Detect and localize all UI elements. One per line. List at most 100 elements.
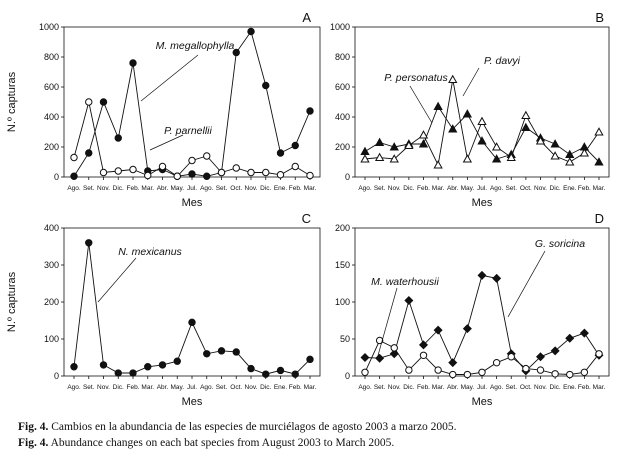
panel-c-xtick-label: Oct. (230, 384, 242, 391)
panel-b-ytick-label: 600 (335, 82, 350, 92)
panel-d-series-1-point (477, 270, 487, 280)
panel-d-xlabel: Mes (472, 396, 493, 408)
panel-d-series-1-point (389, 349, 399, 359)
panel-a-xtick-label: May. (170, 185, 184, 192)
panel-a-letter: A (302, 10, 311, 25)
panel-c-series-label: N. mexicanus (118, 246, 182, 258)
panel-d-xtick-label: May. (461, 384, 475, 391)
panel-d-series-2-point (566, 370, 574, 379)
panel-a-xtick-label: Ene. (274, 185, 288, 192)
panel-d-series-1-point (433, 325, 443, 335)
panel-b-ytick-label: 200 (335, 142, 350, 152)
panel-a-xtick-label: Abr. (157, 185, 169, 192)
panel-a-series-1-point (291, 141, 299, 150)
panel-b-xtick-label: Dic. (550, 185, 561, 192)
panel-a-series-2-point (217, 168, 226, 177)
panel-a-series-2-point (114, 167, 122, 175)
panel-c-ytick-label: 400 (44, 223, 59, 233)
panel-d-xtick-label: Ene. (563, 384, 577, 391)
panel-c-series-1-point (232, 348, 240, 356)
panel-a-xtick-label: Ago. (67, 185, 81, 192)
panel-b-series-2-point (418, 130, 429, 139)
caption-english-label: Fig. 4. (18, 437, 49, 449)
panel-b-letter: B (595, 10, 604, 25)
panel-c-ytick-label: 0 (54, 371, 59, 381)
panel-d-label-leader (507, 250, 546, 318)
panel-b-xtick-label: May. (461, 185, 475, 192)
panel-a-xtick-label: Oct. (230, 185, 242, 192)
panel-b-xtick-label: Feb. (417, 185, 430, 192)
panel-d-ytick-label: 100 (335, 297, 350, 307)
panel-d-xtick-label: Dic. (403, 384, 414, 391)
panel-d-series-2-point (478, 368, 486, 376)
panel-b-series-1-point (448, 124, 458, 133)
panel-b-series-1-point (521, 122, 531, 132)
panel-a-series-2-point (144, 171, 152, 180)
panel-a-series-2-point (247, 168, 255, 177)
panel-a-xtick-label: Mar. (141, 185, 154, 192)
panel-a-series-2-point (276, 171, 285, 179)
panel-d-xtick-label: Dic. (550, 384, 561, 391)
panel-c-series-1-point (217, 347, 226, 355)
panel-b-series-1-point (550, 139, 560, 148)
panel-b-series-1-point (374, 137, 385, 147)
panel-d-series-1-point (462, 324, 472, 334)
panel-a-series-1-point (232, 48, 240, 57)
panel-b-series-label: P. davyi (484, 55, 521, 67)
panel-c-series-1-point (99, 361, 108, 369)
panel-a-xtick-label: Nov. (245, 185, 258, 192)
panel-b-series-2-point (433, 160, 443, 169)
panel-c-xtick-label: Ene. (274, 384, 288, 391)
panel-d-xtick-label: Feb. (578, 384, 591, 391)
panel-b-xtick-label: Nov. (534, 185, 547, 192)
panel-a-series-1-point (70, 172, 78, 180)
panel-b-series-2-point (565, 157, 575, 166)
panel-c-series-1-point (276, 366, 285, 375)
panel-c-xtick-label: Nov. (97, 384, 110, 391)
panel-c-xtick-label: Dic. (260, 384, 271, 391)
panel-d-xtick-label: Mar. (432, 384, 445, 391)
panel-a-xtick-label: Feb. (289, 185, 302, 192)
panel-c-xtick-label: Nov. (245, 384, 258, 391)
panel-c-xtick-label: Dic. (113, 384, 124, 391)
panel-a-series-1-point (276, 149, 285, 157)
panel-b-series-2-point (594, 127, 604, 136)
panel-a-series-label: M. megallophylla (156, 40, 235, 52)
panel-a-series-2-line (73, 101, 311, 177)
panel-a-series-2-point (99, 168, 108, 177)
panel-c-series-1-line (73, 242, 311, 375)
panel-c-series-1-point (262, 370, 270, 378)
panel-c-xtick-label: Ago. (200, 384, 214, 391)
panel-c-ytick-label: 300 (44, 260, 59, 270)
panel-d-xtick-label: Ago. (490, 384, 504, 391)
panel-d-xtick-label: Mar. (593, 384, 606, 391)
panel-a-xtick-label: Ago. (200, 185, 214, 192)
panel-c-series-1-point (129, 369, 137, 377)
panel-d-ytick-label: 200 (335, 223, 350, 233)
panel-b-xlabel: Mes (472, 197, 493, 209)
panel-c-series-1-point (85, 239, 93, 247)
panel-a-series-2-point (85, 98, 93, 106)
panel-a-xtick-label: Feb. (126, 185, 139, 192)
panel-c-letter: C (302, 211, 311, 226)
panel-d-xtick-label: Jul. (477, 384, 487, 391)
panel-d-series-1-point (418, 340, 429, 350)
panel-d-series-2-point (375, 336, 384, 345)
panel-b-series-1-point (418, 139, 429, 148)
panel-a-ytick-label: 1000 (39, 22, 59, 32)
panel-b-xtick-label: Abr. (447, 185, 459, 192)
panel-d-xtick-label: Nov. (388, 384, 401, 391)
panel-d-series-2-point (580, 368, 589, 376)
panel-a-series-1-point (247, 27, 255, 36)
panel-b-xtick-label: Ago. (490, 185, 504, 192)
panel-a-series-1-point (99, 98, 108, 106)
panel-c-xtick-label: Jul. (187, 384, 197, 391)
panel-d-series-1-point (492, 273, 502, 283)
panel-a-series-2-point (232, 164, 240, 172)
panel-d-ytick-label: 150 (335, 260, 350, 270)
panel-b-xtick-label: Jul. (477, 185, 487, 192)
panel-a-series-2-point (70, 153, 78, 162)
panel-b-series-2-point (404, 140, 414, 150)
panel-a-label-leader (140, 54, 199, 102)
panel-c-series-1-point (291, 370, 299, 378)
